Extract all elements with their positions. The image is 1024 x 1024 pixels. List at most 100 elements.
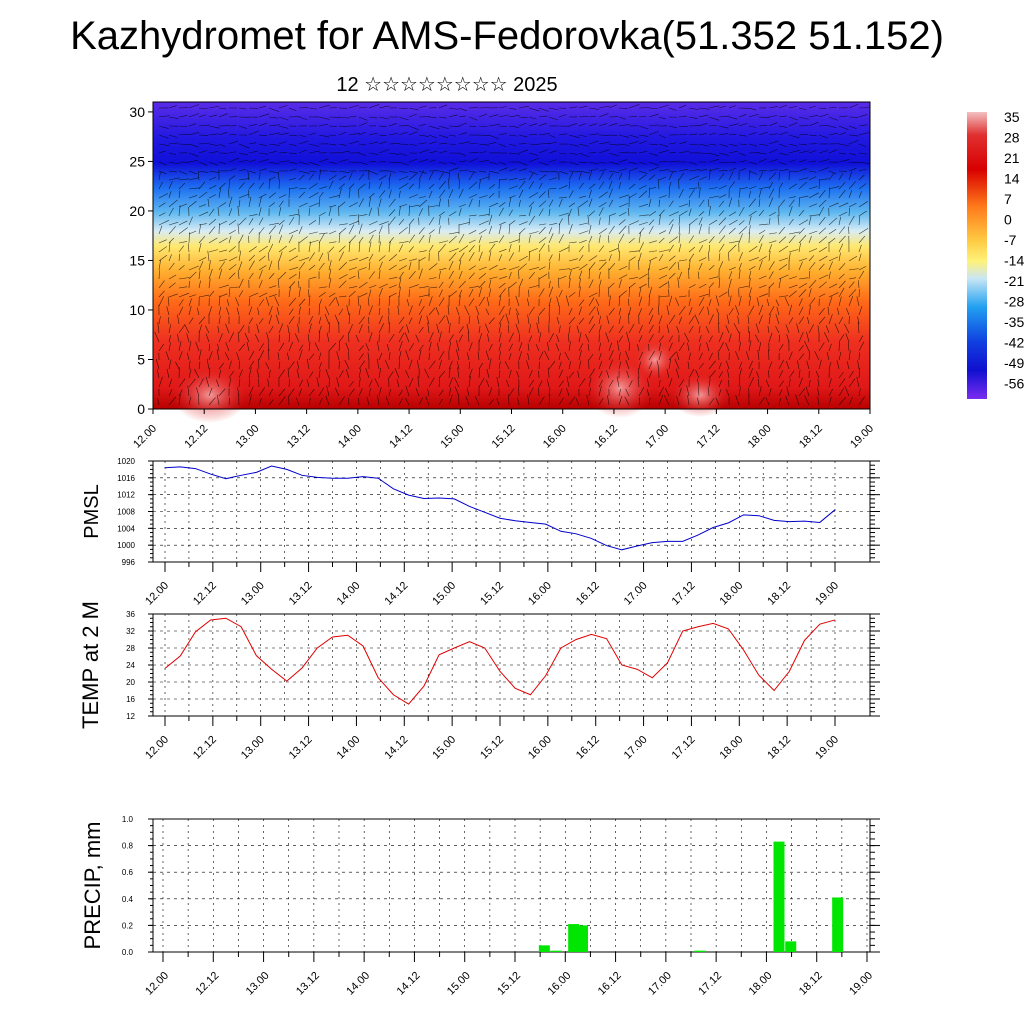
wind-vector — [808, 297, 816, 307]
wind-vector — [228, 272, 236, 280]
wind-vector — [858, 289, 860, 298]
wind-vector — [788, 170, 799, 173]
wind-vector — [286, 352, 290, 361]
wind-vector — [678, 316, 683, 325]
wind-vector — [528, 271, 535, 280]
wind-vector — [358, 132, 366, 136]
wind-vector — [848, 295, 854, 307]
wind-vector — [607, 287, 610, 298]
wind-vector — [828, 378, 832, 388]
wind-vector — [808, 170, 817, 173]
wind-vector — [498, 342, 502, 352]
wind-vector — [558, 361, 562, 370]
wind-vector — [404, 332, 410, 343]
pmsl-series-line — [164, 465, 836, 551]
wind-vector — [768, 106, 778, 109]
wind-vector — [728, 171, 734, 181]
y-tick-label: 0.0 — [122, 948, 134, 957]
wind-vector — [438, 315, 446, 325]
wind-vector — [538, 361, 540, 370]
wind-vector — [248, 378, 251, 388]
wind-vector — [848, 378, 856, 388]
wind-vector — [388, 371, 394, 379]
wind-vector — [237, 206, 240, 217]
wind-vector — [508, 220, 516, 226]
wind-vector — [357, 270, 360, 280]
wind-vector — [288, 134, 298, 137]
wind-vector — [808, 248, 818, 253]
wind-vector — [688, 246, 696, 253]
wind-vector — [428, 286, 438, 289]
wind-vector — [374, 378, 380, 388]
wind-vector — [848, 125, 857, 129]
wind-vector — [657, 179, 660, 190]
wind-vector — [378, 234, 380, 244]
wind-vector — [818, 281, 827, 289]
wind-vector — [538, 107, 549, 112]
wind-vector — [428, 332, 434, 343]
wind-vector — [406, 324, 410, 334]
wind-vector — [788, 205, 793, 217]
wind-vector — [438, 268, 447, 271]
wind-vector — [298, 388, 303, 397]
wind-vector — [687, 395, 690, 406]
wind-vector — [228, 175, 236, 181]
wind-vector — [598, 161, 607, 164]
wind-vector — [398, 265, 407, 271]
wind-vector — [648, 198, 652, 208]
wind-vector — [278, 235, 282, 244]
wind-vector — [248, 214, 258, 217]
wind-vector — [735, 395, 740, 406]
wind-vector — [748, 270, 752, 280]
wind-vector — [738, 134, 747, 137]
wind-vector — [267, 342, 270, 352]
wind-vector — [588, 315, 594, 325]
wind-vector — [518, 149, 529, 154]
wind-vector — [188, 143, 199, 148]
wind-vector — [708, 116, 720, 121]
wind-vector — [366, 396, 370, 406]
wind-vector — [646, 389, 650, 397]
wind-vector — [728, 197, 733, 208]
wind-vector — [527, 343, 530, 352]
wind-vector — [548, 170, 559, 173]
temp-2m-panel: 12.00 12.12 13.00 13.12 14.00 14.12 15.00 15.12… — [78, 601, 880, 762]
wind-vector — [198, 270, 201, 280]
wind-vector — [738, 122, 748, 127]
wind-vector — [446, 315, 450, 325]
wind-vector — [678, 203, 689, 208]
wind-vector — [577, 370, 580, 379]
wind-vector — [828, 125, 837, 128]
wind-vector — [806, 360, 810, 370]
wind-vector — [428, 307, 436, 316]
wind-vector — [178, 394, 181, 406]
wind-vector — [718, 143, 728, 147]
wind-vector — [508, 134, 518, 137]
wind-vector — [158, 171, 161, 181]
wind-vector — [578, 270, 583, 280]
y-tick-label: 16 — [126, 695, 135, 704]
wind-vector — [688, 307, 693, 316]
wind-vector — [208, 397, 216, 406]
wind-vector — [778, 257, 789, 262]
wind-vector — [858, 152, 867, 155]
wind-vector — [748, 360, 753, 370]
wind-vector — [298, 349, 303, 361]
wind-vector — [196, 307, 200, 316]
wind-vector — [408, 289, 410, 298]
wind-vector — [718, 379, 722, 388]
wind-vector — [528, 306, 535, 316]
x-tick-label: 13.00 — [234, 423, 262, 451]
wind-vector — [518, 342, 523, 352]
wind-vector — [798, 116, 809, 120]
wind-vector — [708, 299, 712, 307]
wind-vector — [778, 264, 788, 271]
wind-vector — [188, 396, 192, 406]
wind-vector — [568, 181, 571, 190]
wind-vector — [258, 245, 269, 253]
wind-vector — [267, 378, 270, 388]
wind-vector — [768, 244, 773, 253]
wind-vector — [538, 200, 547, 208]
wind-vector — [418, 257, 426, 262]
wind-vector — [815, 370, 820, 379]
